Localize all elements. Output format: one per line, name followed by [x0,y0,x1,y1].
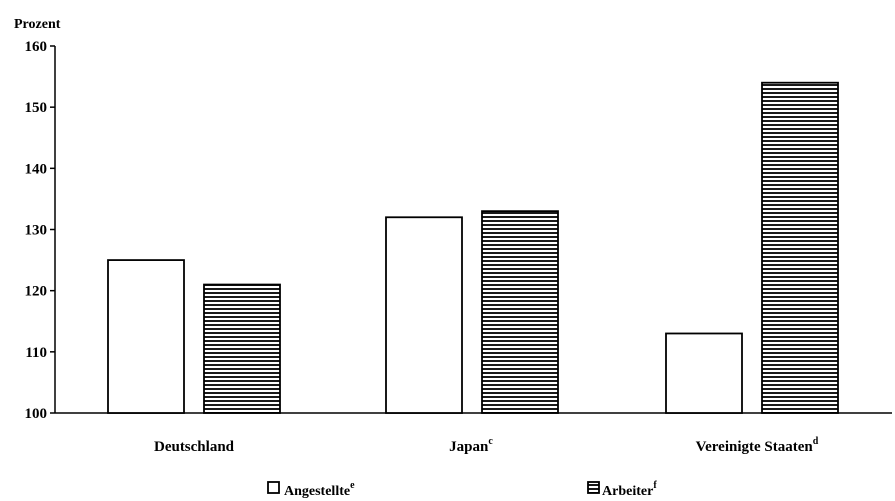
y-axis-ticks: 100 110 120 130 140 150 160 [25,39,55,422]
legend-swatch-arbeiter [587,481,600,494]
y-tick-label: 150 [25,100,48,116]
bar-angestellte-deutschland [107,259,185,414]
y-tick-label: 100 [25,406,48,422]
y-tick-label: 160 [25,39,48,55]
bar-angestellte-japan [385,216,463,414]
bars-group [107,81,839,414]
category-labels: Deutschland Japanc Vereinigte Staatend [154,436,819,455]
y-axis-label: Prozent [14,17,61,32]
bar-angestellte-vereinigte-staaten [665,332,743,414]
legend: Angestelltee Arbeiterf [267,480,657,499]
legend-swatch-angestellte [267,481,280,494]
y-tick-label: 130 [25,223,48,239]
legend-label-arbeiter: Arbeiterf [602,480,657,499]
category-label: Japanc [449,436,493,455]
legend-label-angestellte: Angestelltee [284,480,355,499]
y-tick-label: 140 [25,161,48,177]
category-label: Vereinigte Staatend [696,436,819,455]
y-tick-label: 110 [25,345,47,361]
category-label: Deutschland [154,439,235,455]
bar-arbeiter-deutschland [203,283,281,414]
y-tick-label: 120 [25,284,48,300]
bar-arbeiter-japan [481,210,559,414]
bar-arbeiter-vereinigte-staaten [761,81,839,414]
